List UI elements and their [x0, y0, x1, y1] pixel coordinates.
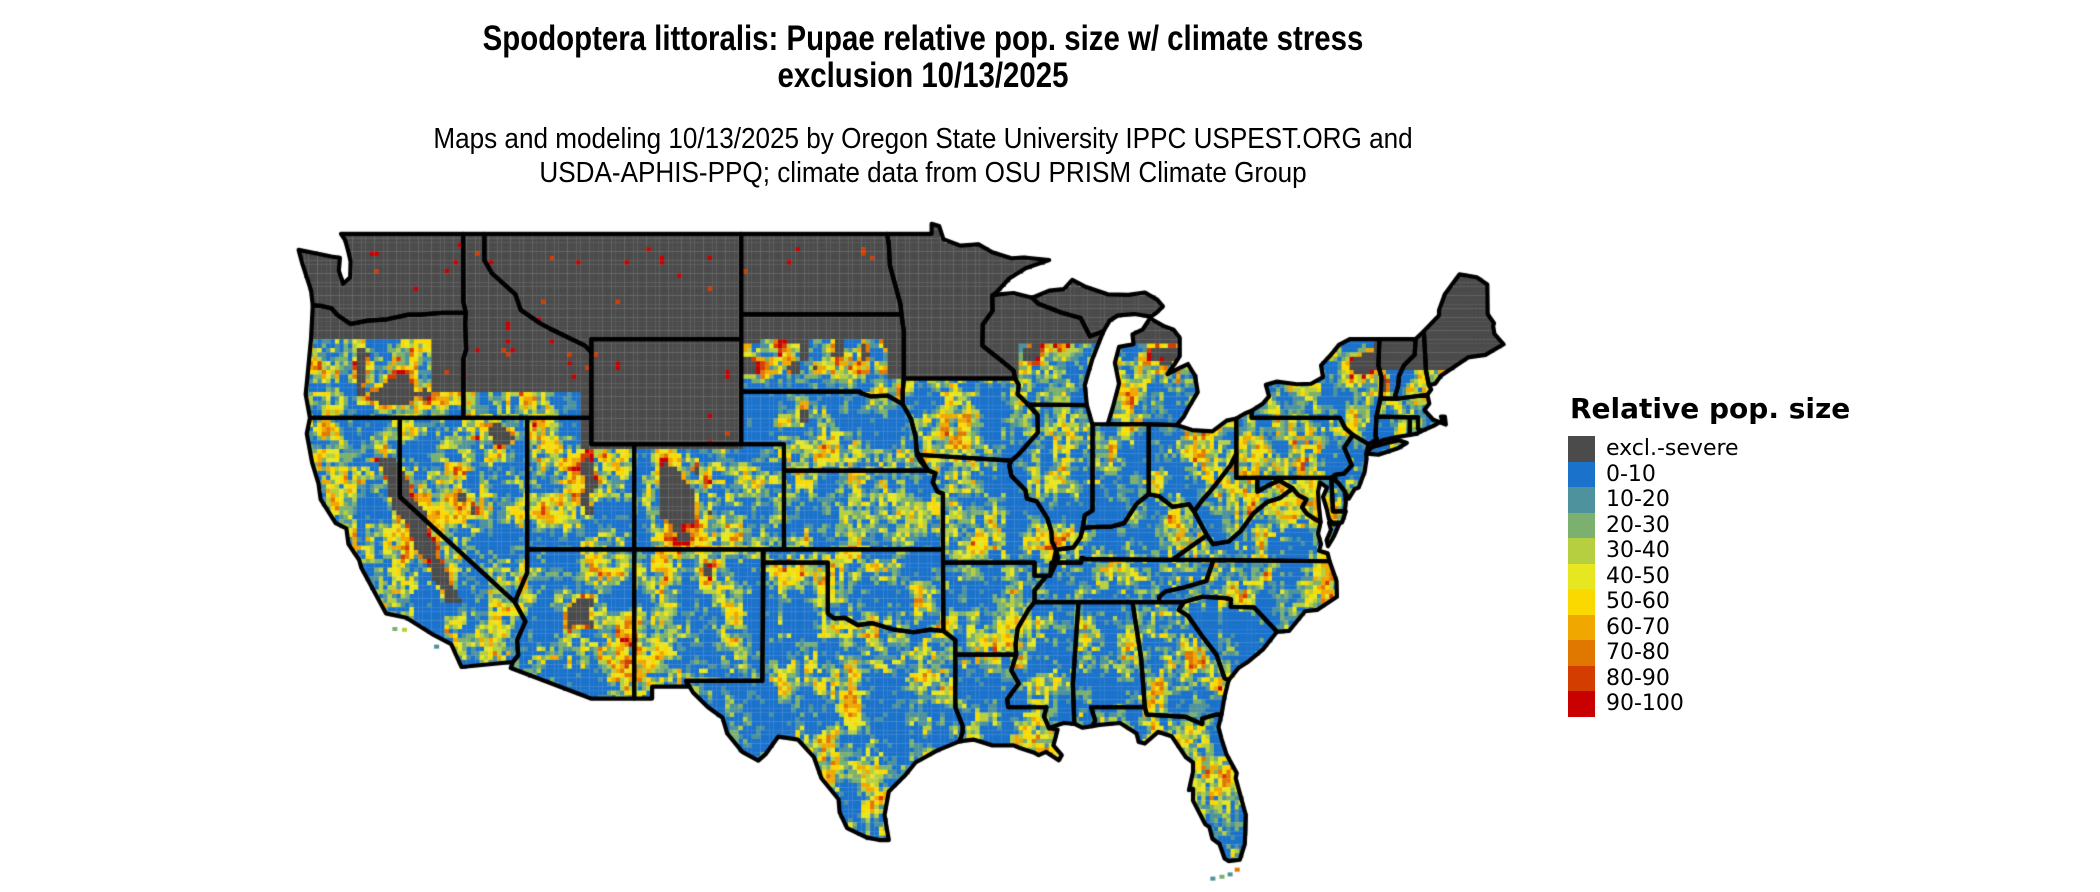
legend-label: 10-20 [1606, 487, 1670, 512]
legend-item: 90-100 [1568, 691, 1850, 717]
legend-label: 20-30 [1606, 512, 1670, 538]
legend-label: 80-90 [1606, 665, 1670, 691]
legend-item: 60-70 [1568, 614, 1850, 640]
legend-label: 60-70 [1606, 614, 1670, 640]
legend-rows: excl.-severe 0-10 10-20 20-30 30-40 40-50 50-6… [1568, 436, 1850, 717]
legend-item: 50-60 [1568, 589, 1850, 615]
legend-item: 0-10 [1568, 461, 1850, 487]
legend-swatch [1568, 589, 1595, 615]
legend-label: 90-100 [1606, 691, 1684, 716]
legend-swatch [1568, 538, 1595, 564]
legend-item: 40-50 [1568, 563, 1850, 589]
legend-item: excl.-severe [1568, 436, 1850, 462]
title-line-2: exclusion 10/13/2025 [777, 56, 1069, 95]
legend-label: 30-40 [1606, 538, 1670, 563]
legend: Relative pop. size excl.-severe 0-10 10-20… [1568, 392, 1850, 717]
legend-swatch [1568, 487, 1595, 513]
subtitle-line-1: Maps and modeling 10/13/2025 by Oregon S… [433, 123, 1413, 155]
legend-label: excl.-severe [1606, 436, 1739, 461]
legend-label: 40-50 [1606, 563, 1670, 589]
legend-swatch [1568, 436, 1595, 462]
legend-item: 30-40 [1568, 538, 1850, 564]
legend-label: 50-60 [1606, 589, 1670, 614]
legend-item: 70-80 [1568, 640, 1850, 666]
title-line-1: Spodoptera littoralis: Pupae relative po… [482, 19, 1364, 58]
legend-item: 20-30 [1568, 512, 1850, 538]
legend-swatch [1568, 640, 1595, 666]
legend-swatch [1568, 665, 1595, 691]
legend-label: 0-10 [1606, 461, 1656, 487]
legend-item: 10-20 [1568, 487, 1850, 513]
legend-swatch [1568, 614, 1595, 640]
subtitle-line-2: USDA-APHIS-PPQ; climate data from OSU PR… [539, 157, 1307, 189]
legend-swatch [1568, 461, 1595, 487]
page-title: Spodoptera littoralis: Pupae relative po… [0, 20, 1846, 94]
legend-item: 80-90 [1568, 665, 1850, 691]
legend-title: Relative pop. size [1570, 392, 1851, 425]
legend-swatch [1568, 512, 1595, 538]
credits-subtitle: Maps and modeling 10/13/2025 by Oregon S… [0, 122, 1846, 190]
legend-swatch [1568, 563, 1595, 589]
legend-label: 70-80 [1606, 640, 1670, 665]
legend-swatch [1568, 691, 1595, 717]
